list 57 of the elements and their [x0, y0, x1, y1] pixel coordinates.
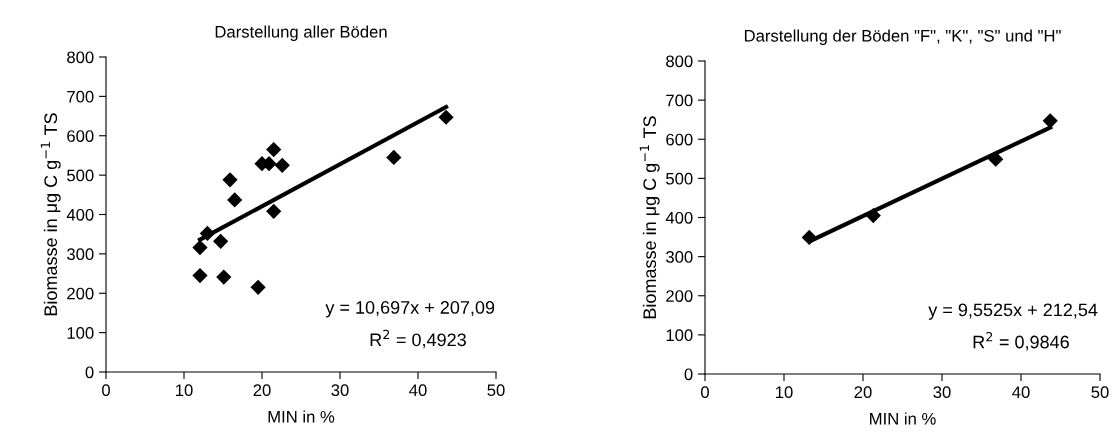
x-tick-label: 40 [1012, 386, 1030, 399]
y-tick-label: 700 [666, 94, 693, 107]
y-tick-label: 300 [666, 251, 693, 263]
annotation: R$^{2}$ = 0,4923 [370, 329, 466, 349]
y-tick-label: 200 [666, 290, 693, 302]
point [250, 279, 266, 295]
x-tick-label: 0 [701, 386, 709, 399]
annotation: y = 10,697x + 207,09 [325, 301, 495, 318]
point [266, 141, 282, 158]
point [192, 267, 208, 284]
x-axis-title: MIN in % [268, 410, 335, 423]
x-tick-label: 50 [1091, 386, 1109, 399]
x-tick-label: 20 [854, 386, 872, 399]
x-tick-label: 0 [102, 384, 110, 397]
x-tick-label: 10 [176, 384, 193, 397]
y-tick-label: 100 [666, 329, 693, 342]
y-tick-label: 300 [67, 248, 94, 261]
x-tick-label: 10 [776, 386, 793, 399]
y-axis-title: Biomasse in μg C g$^{−1}$ TS [40, 113, 61, 316]
point [386, 149, 402, 166]
x-tick-label: 40 [409, 384, 427, 397]
annotation: R$^{2}$ = 0,9846 [973, 331, 1069, 351]
point [266, 203, 282, 219]
x-tick-label: 20 [253, 384, 271, 397]
y-tick-label: 0 [684, 368, 693, 381]
chart-title: Darstellung der Böden "F", "K", "S" und "H" [744, 29, 1061, 46]
point [1042, 113, 1058, 129]
point [192, 239, 208, 256]
x-axis-title: MIN in % [870, 412, 936, 425]
x-tick-label: 30 [933, 386, 951, 399]
y-tick-label: 500 [666, 172, 693, 185]
point [865, 207, 881, 224]
y-tick-label: 200 [67, 287, 94, 300]
y-tick-label: 400 [665, 211, 693, 224]
x-tick-label: 30 [331, 384, 349, 397]
point [199, 225, 216, 242]
point [213, 233, 229, 249]
y-tick-label: 500 [67, 169, 94, 182]
y-axis-title: Biomasse in μg C g$^{−1}$ TS [639, 116, 660, 319]
point [988, 151, 1004, 167]
point [438, 109, 454, 125]
point [274, 157, 290, 173]
y-tick-label: 600 [67, 130, 94, 142]
annotation: y = 9,5525x + 212,54 [928, 303, 1098, 320]
y-tick-label: 800 [666, 55, 693, 68]
y-tick-label: 600 [666, 133, 693, 146]
point [222, 172, 238, 188]
point [801, 229, 817, 246]
y-tick-label: 0 [85, 366, 94, 379]
point [227, 192, 243, 208]
x-tick-label: 50 [487, 384, 505, 397]
chart-title: Darstellung aller Böden [215, 25, 387, 42]
point [216, 269, 232, 285]
y-tick-label: 700 [67, 90, 94, 103]
y-tick-label: 800 [67, 51, 94, 64]
y-tick-label: 100 [67, 327, 94, 339]
y-tick-label: 400 [66, 208, 94, 221]
